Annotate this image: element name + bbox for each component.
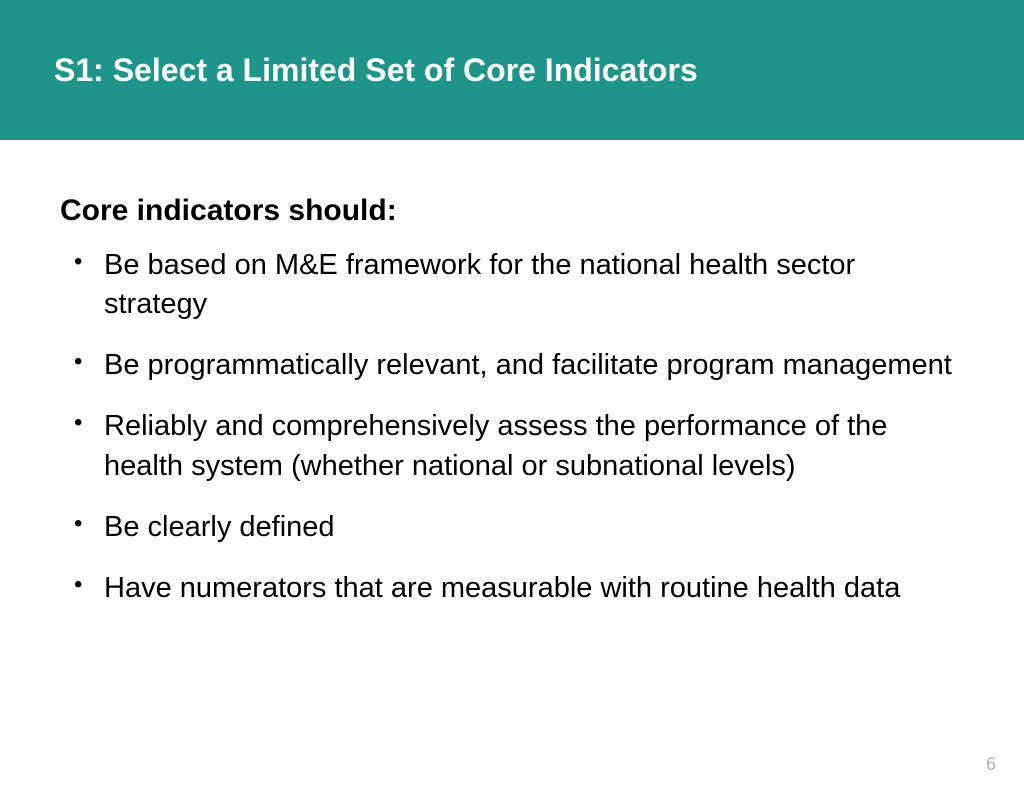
slide-content: Core indicators should: Be based on M&E …	[0, 140, 1024, 608]
bullet-item: Be programmatically relevant, and facili…	[60, 346, 964, 385]
bullet-item: Be based on M&E framework for the nation…	[60, 246, 964, 324]
slide-title: S1: Select a Limited Set of Core Indicat…	[54, 52, 698, 89]
bullet-item: Have numerators that are measurable with…	[60, 569, 964, 608]
bullet-item: Be clearly defined	[60, 508, 964, 547]
bullet-item: Reliably and comprehensively assess the …	[60, 407, 964, 485]
page-number: 6	[986, 754, 996, 775]
content-subtitle: Core indicators should:	[60, 194, 964, 228]
bullet-list: Be based on M&E framework for the nation…	[60, 246, 964, 608]
slide-header: S1: Select a Limited Set of Core Indicat…	[0, 0, 1024, 140]
